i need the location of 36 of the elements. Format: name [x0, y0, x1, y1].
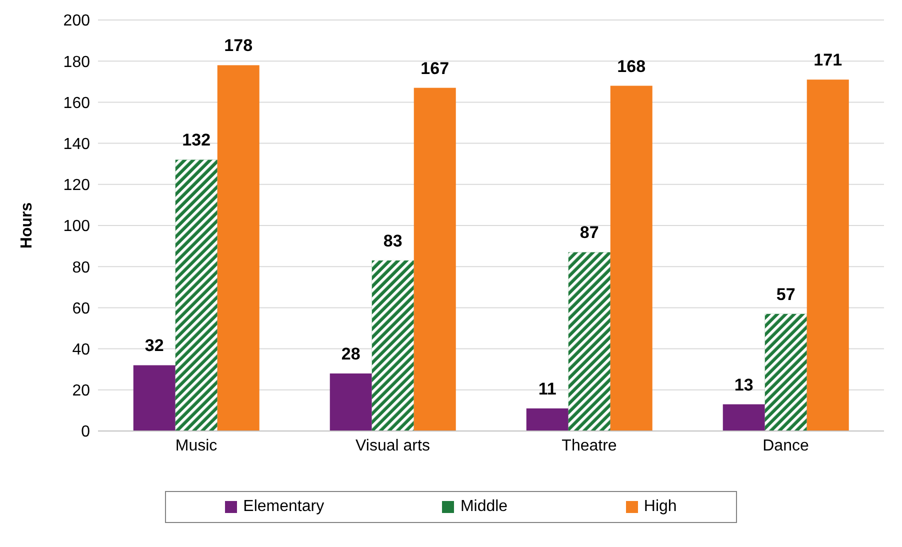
bar	[722, 404, 765, 431]
y-axis-title: Hours	[18, 202, 36, 249]
y-tick-label: 60	[72, 300, 90, 318]
bar	[806, 80, 849, 431]
bar	[133, 365, 176, 431]
data-label: 32	[144, 336, 164, 356]
y-tick-label: 200	[63, 12, 90, 30]
x-tick-label: Theatre	[562, 437, 617, 454]
data-label: 57	[776, 284, 796, 304]
y-tick-label: 80	[72, 259, 90, 276]
legend-label: Middle	[459, 498, 508, 516]
y-tick-label: 100	[63, 218, 90, 236]
y-tick-label: 40	[72, 341, 90, 358]
x-tick-label: Visual arts	[356, 437, 430, 454]
data-label: 83	[383, 231, 402, 250]
data-label: 168	[617, 56, 646, 76]
y-tick-label: 20	[72, 382, 90, 400]
data-label: 13	[734, 375, 754, 394]
data-label: 132	[182, 130, 211, 150]
legend-label: High	[642, 498, 677, 516]
data-label: 11	[538, 379, 556, 398]
y-tick-label: 120	[63, 177, 90, 194]
y-tick-label: 180	[63, 54, 90, 71]
bar	[414, 88, 456, 431]
data-label: 28	[341, 344, 360, 364]
data-label: 171	[814, 50, 842, 70]
y-tick-label: 160	[63, 94, 90, 112]
data-label: 87	[580, 223, 599, 242]
x-tick-label: Music	[175, 437, 218, 454]
data-label: 178	[224, 36, 253, 56]
data-label: 167	[420, 58, 450, 78]
y-tick-label: 140	[63, 136, 90, 153]
y-tick-label: 0	[81, 424, 90, 441]
bar	[526, 408, 568, 431]
legend-label: Elementary	[242, 498, 324, 516]
x-tick-label: Dance	[762, 437, 809, 454]
